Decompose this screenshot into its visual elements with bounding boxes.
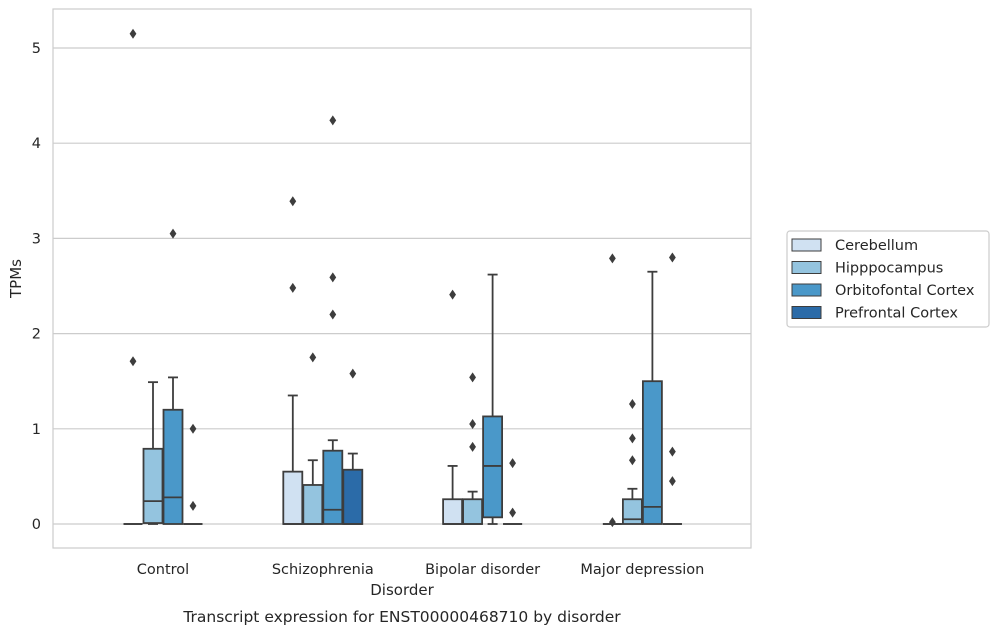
legend-swatch [791, 283, 822, 297]
outlier-point [629, 399, 636, 410]
box-hipppocampus [142, 381, 164, 525]
legend-frame [786, 230, 990, 328]
outlier-point [289, 196, 297, 207]
outlier-point [169, 228, 177, 239]
x-tick-label: Major depression [580, 562, 704, 578]
y-tick-label: 3 [32, 231, 41, 247]
x-tick-label: Control [137, 562, 189, 578]
outlier-point [629, 433, 636, 444]
x-axis-ticks: Control Schizophrenia Bipolar disorder Majo… [137, 562, 705, 578]
outlier-point [509, 507, 516, 518]
legend-swatch [791, 261, 822, 274]
box-cerebellum [602, 253, 622, 528]
outlier-point [629, 455, 636, 466]
x-tick-label: Bipolar disorder [425, 562, 540, 578]
x-tick-label: Schizophrenia [272, 562, 374, 578]
outlier-point [469, 419, 476, 430]
box-orbitofontal-cortex [642, 270, 663, 525]
box-cerebellum [282, 196, 304, 525]
box-cerebellum [123, 28, 143, 525]
outlier-point [129, 28, 137, 39]
box-hipppocampus [462, 372, 484, 525]
box-orbitofontal-cortex [482, 273, 504, 525]
legend-swatch [791, 306, 822, 319]
box-iqr [282, 470, 304, 525]
outlier-point [669, 252, 676, 263]
box-iqr [302, 484, 324, 525]
box-iqr [142, 447, 164, 524]
box-cerebellum [442, 289, 464, 525]
outlier-point [469, 441, 476, 452]
box-hipppocampus [622, 399, 643, 525]
box-prefrontal-cortex [342, 368, 364, 525]
box-iqr [322, 449, 344, 525]
outlier-point [449, 289, 456, 300]
plot-frame [52, 8, 752, 549]
chart-title: Transcript expression for ENST0000046871… [182, 608, 621, 626]
box-prefrontal-cortex [503, 458, 523, 525]
outlier-point [289, 282, 297, 293]
legend-label: Orbitofontal Cortex [835, 283, 975, 299]
outlier-point [609, 517, 616, 528]
y-tick-label: 4 [32, 136, 41, 152]
outlier-point [189, 500, 197, 511]
outlier-point [309, 352, 317, 363]
outlier-point [469, 372, 476, 383]
legend-label: Cerebellum [835, 238, 918, 254]
outlier-point [669, 476, 676, 487]
outlier-point [609, 253, 616, 264]
box-orbitofontal-cortex [162, 228, 184, 525]
box-orbitofontal-cortex [322, 115, 344, 525]
legend-label: Hipppocampus [835, 261, 943, 277]
legend: Cerebellum Hipppocampus Orbitofontal Corte… [786, 230, 990, 328]
outlier-point [189, 423, 197, 434]
outlier-point [349, 368, 357, 379]
box-iqr [162, 408, 184, 525]
box-plot-marks [123, 28, 682, 528]
box-iqr [482, 415, 504, 519]
x-axis-label: Disorder [370, 581, 434, 599]
outlier-point [509, 458, 516, 469]
legend-swatch [791, 238, 822, 252]
outlier-point [329, 115, 337, 126]
legend-label: Prefrontal Cortex [835, 306, 958, 322]
y-tick-label: 0 [32, 517, 41, 533]
outlier-point [329, 272, 337, 283]
box-iqr [462, 498, 484, 525]
box-iqr [342, 468, 364, 525]
box-hipppocampus [302, 352, 324, 525]
box-prefrontal-cortex [183, 423, 203, 525]
outlier-point [329, 309, 337, 320]
y-tick-label: 1 [32, 422, 41, 438]
y-tick-label: 2 [32, 327, 41, 343]
y-axis-ticks: 0 1 2 3 4 5 [32, 41, 41, 533]
box-iqr [622, 498, 643, 525]
outlier-point [669, 446, 676, 457]
outlier-point [129, 356, 137, 367]
y-axis-label: TPMs [7, 259, 25, 299]
y-tick-label: 5 [32, 41, 41, 57]
box-iqr [442, 498, 464, 525]
box-prefrontal-cortex [662, 252, 682, 525]
box-iqr [642, 380, 663, 525]
